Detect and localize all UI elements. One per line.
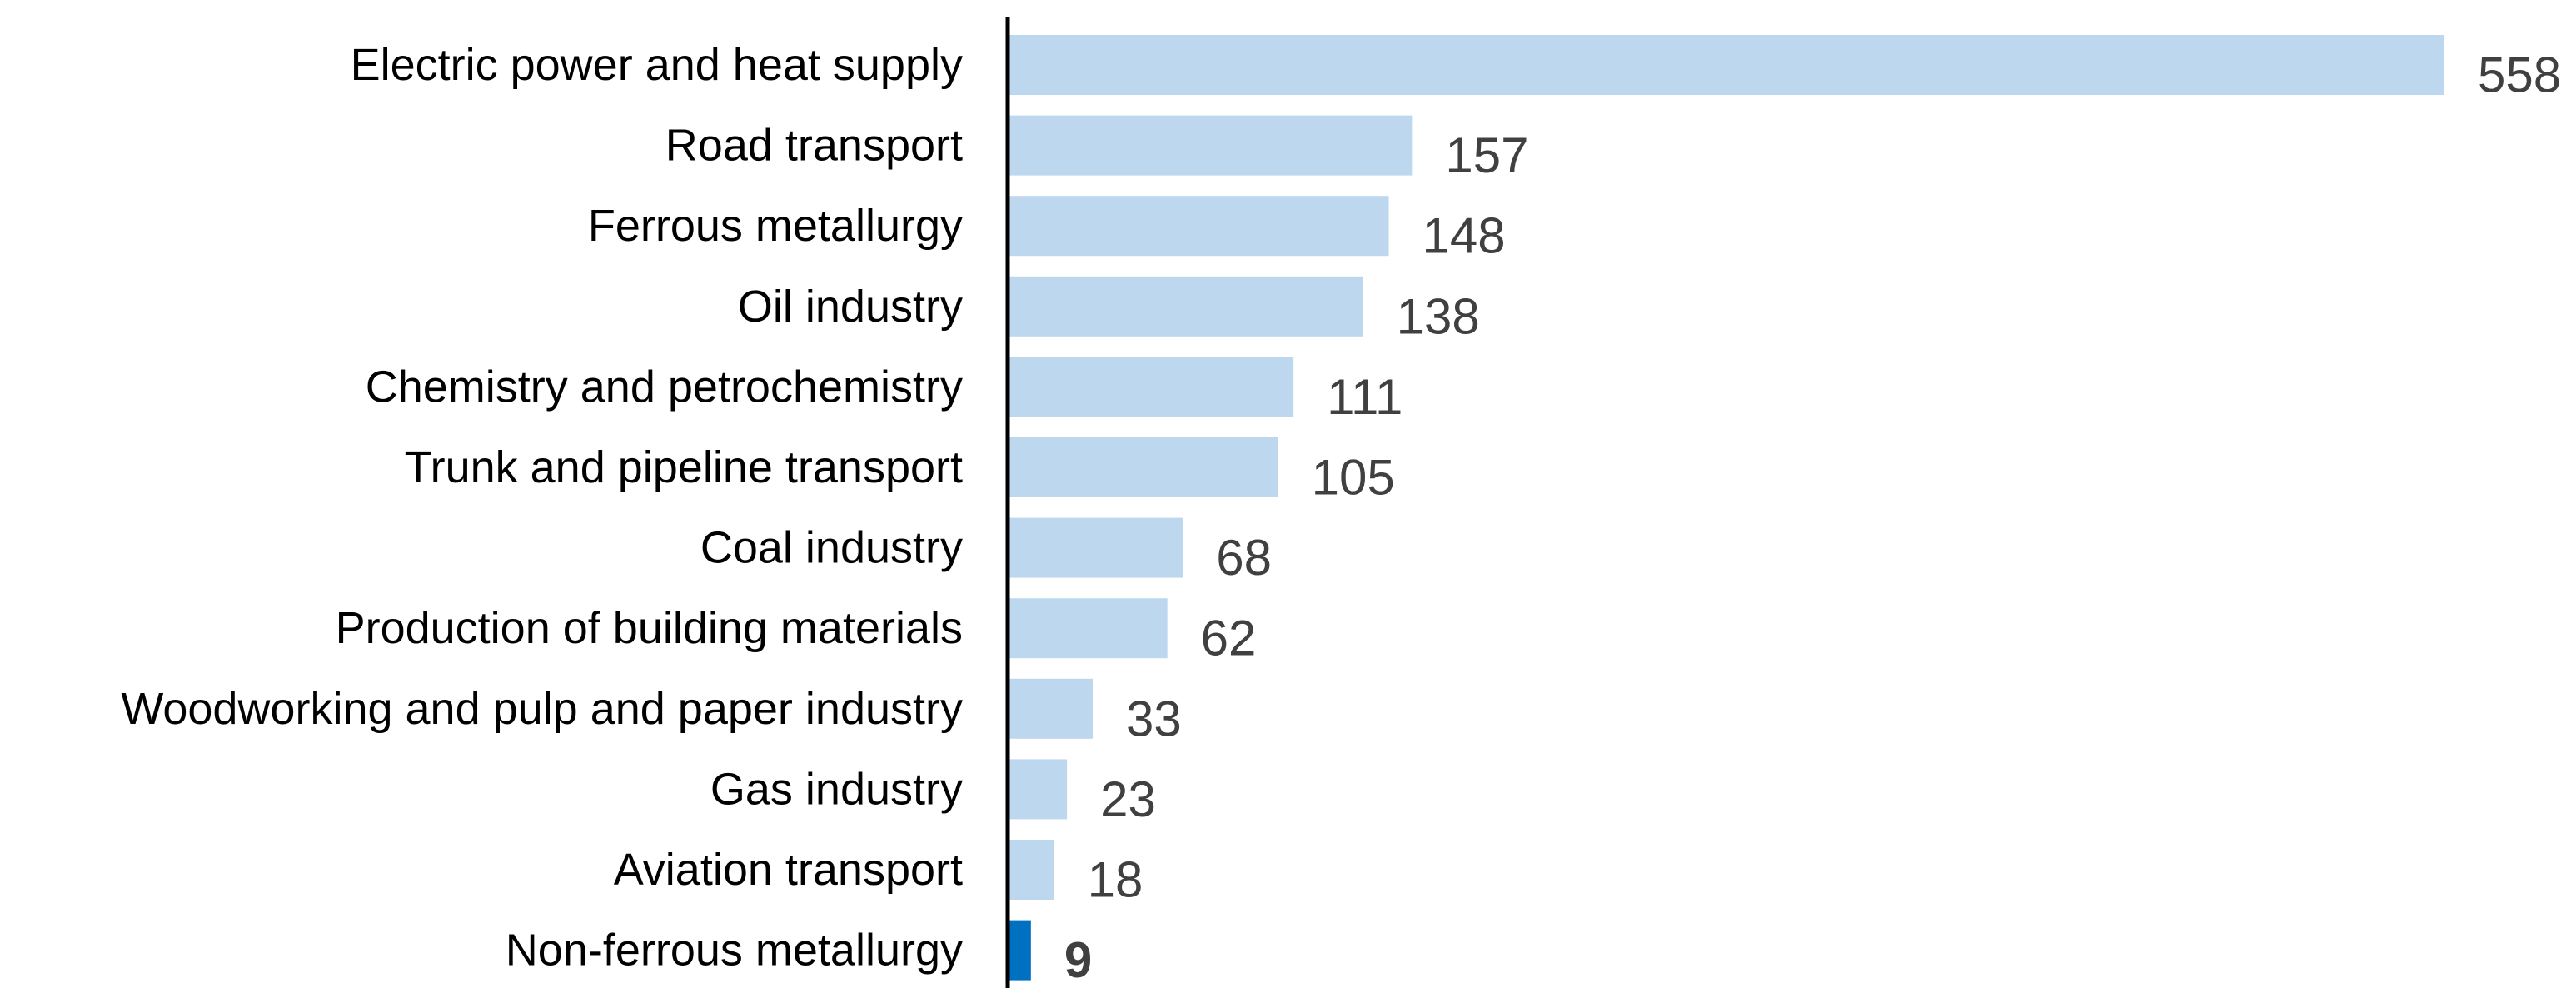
value-label: 148 (1423, 208, 1506, 264)
value-label: 18 (1088, 852, 1144, 908)
value-label: 157 (1445, 127, 1528, 183)
value-label: 9 (1064, 932, 1092, 988)
category-label: Production of building materials (336, 603, 963, 653)
value-label: 68 (1216, 530, 1272, 586)
value-labels: 558 157 148 138 111 105 68 62 33 23 18 9 (1064, 47, 2561, 988)
bar (1008, 357, 1294, 417)
value-label: 138 (1397, 288, 1480, 344)
value-label: 62 (1201, 611, 1257, 666)
value-label: 558 (2478, 47, 2561, 103)
category-label: Coal industry (700, 523, 963, 573)
category-label: Ferrous metallurgy (588, 201, 963, 251)
bar (1008, 920, 1031, 981)
category-label: Non-ferrous metallurgy (506, 926, 963, 976)
category-label: Chemistry and petrochemistry (366, 362, 963, 412)
category-label: Aviation transport (614, 845, 963, 895)
category-label: Electric power and heat supply (351, 40, 963, 90)
bar (1008, 276, 1363, 337)
bar (1008, 196, 1389, 257)
value-label: 111 (1327, 369, 1403, 425)
value-label: 33 (1126, 691, 1182, 746)
category-label: Oil industry (738, 282, 963, 332)
category-label: Gas industry (710, 764, 963, 814)
bar (1008, 759, 1068, 820)
category-label: Road transport (665, 121, 963, 171)
bar (1008, 840, 1054, 900)
category-label: Woodworking and pulp and paper industry (121, 684, 963, 734)
bar (1008, 598, 1168, 659)
bar (1008, 517, 1183, 578)
bar (1008, 115, 1413, 176)
category-label: Trunk and pipeline transport (405, 442, 963, 492)
value-label: 105 (1312, 450, 1395, 506)
bar (1008, 678, 1094, 739)
bar (1008, 35, 2444, 95)
bar (1008, 437, 1278, 497)
value-label: 23 (1100, 771, 1156, 827)
bars-layer (1008, 35, 2444, 981)
category-labels: Electric power and heat supply Road trans… (121, 40, 963, 976)
